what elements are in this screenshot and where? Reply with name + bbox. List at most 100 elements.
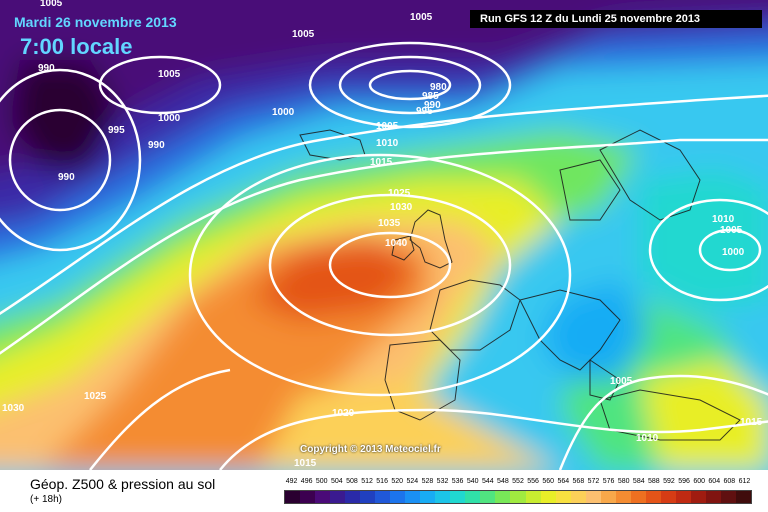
isobar-label: 1005 bbox=[292, 29, 315, 40]
color-scale-cell bbox=[450, 491, 466, 503]
isobar-label: 990 bbox=[424, 100, 441, 111]
isobar-label: 1005 bbox=[410, 12, 433, 23]
map-title: Géop. Z500 & pression au sol bbox=[30, 476, 216, 492]
isobar-label: 1030 bbox=[2, 403, 25, 414]
isobar-label: 990 bbox=[38, 63, 55, 74]
isobar-label: 985 bbox=[422, 91, 439, 102]
color-scale-cell bbox=[285, 491, 301, 503]
isobar-labels: 1005 1005 1005 990 1005 1000 995 990 990… bbox=[2, 0, 763, 469]
color-scale-bar bbox=[284, 490, 752, 504]
color-scale-label: 576 bbox=[602, 478, 615, 485]
color-scale-cell bbox=[615, 491, 631, 503]
color-scale-label: 516 bbox=[376, 478, 388, 485]
color-scale-label: 496 bbox=[300, 478, 313, 485]
isobar-label: 1025 bbox=[84, 391, 107, 402]
color-scale-label: 528 bbox=[421, 478, 434, 485]
color-scale-cell bbox=[390, 491, 406, 503]
color-scale-cell bbox=[375, 491, 391, 503]
isobar-label: 1010 bbox=[636, 433, 659, 444]
color-scale-cell bbox=[645, 491, 661, 503]
color-scale-cell bbox=[570, 491, 586, 503]
color-scale-cell bbox=[405, 491, 421, 503]
color-scale-label: 556 bbox=[527, 478, 539, 485]
isobar-label: 1005 bbox=[376, 121, 399, 132]
isobar-label: 995 bbox=[416, 106, 433, 117]
isobar-label: 1000 bbox=[158, 113, 181, 124]
isobar-label: 1005 bbox=[40, 0, 63, 9]
color-scale-label: 592 bbox=[663, 478, 675, 485]
color-scale-cell bbox=[660, 491, 676, 503]
color-scale-label: 500 bbox=[315, 478, 328, 485]
color-scale-label: 600 bbox=[693, 478, 705, 485]
isobar-label: 1000 bbox=[722, 247, 745, 258]
color-scale-cell bbox=[420, 491, 436, 503]
color-scale-cell bbox=[510, 491, 526, 503]
color-scale-cell bbox=[690, 491, 706, 503]
color-scale-label: 548 bbox=[497, 478, 509, 485]
color-scale-label: 544 bbox=[481, 478, 494, 485]
color-scale-cell bbox=[735, 491, 751, 503]
isobars bbox=[0, 41, 768, 470]
isobar-label: 990 bbox=[58, 172, 75, 183]
isobar-label: 980 bbox=[430, 82, 447, 93]
color-scale-cell bbox=[630, 491, 646, 503]
color-scale-label: 512 bbox=[361, 478, 373, 485]
color-scale-label: 524 bbox=[406, 478, 419, 485]
isobar-label: 1005 bbox=[720, 225, 743, 236]
isobar-label: 1005 bbox=[158, 69, 181, 80]
color-scale-label: 504 bbox=[330, 478, 343, 485]
isobar-label: 1030 bbox=[390, 202, 413, 213]
color-scale-label: 584 bbox=[632, 478, 645, 485]
color-scale-cell bbox=[720, 491, 736, 503]
copyright-text: Copyright © 2013 Meteociel.fr bbox=[300, 444, 441, 455]
color-scale-label: 492 bbox=[285, 478, 298, 485]
color-scale-cell bbox=[675, 491, 691, 503]
color-scale-cell bbox=[300, 491, 316, 503]
color-scale-cell bbox=[585, 491, 601, 503]
isobar-label: 1010 bbox=[376, 138, 399, 149]
color-scale-label: 532 bbox=[436, 478, 449, 485]
color-scale-cell bbox=[330, 491, 346, 503]
color-scale-cell bbox=[480, 491, 496, 503]
color-scale-cell bbox=[600, 491, 616, 503]
model-run-label: Run GFS 12 Z du Lundi 25 novembre 2013 bbox=[470, 10, 762, 28]
color-scale-cell bbox=[555, 491, 571, 503]
color-scale-labels: 492 496 500 504 508 512 516 520 524 528 532 536 540 5… bbox=[284, 478, 752, 490]
isobar-label: 1010 bbox=[712, 214, 735, 225]
color-scale-cell bbox=[705, 491, 721, 503]
isobar-label: 995 bbox=[108, 125, 125, 136]
color-scale-label: 580 bbox=[617, 478, 630, 485]
color-scale-label: 596 bbox=[678, 478, 690, 485]
color-scale-cell bbox=[525, 491, 541, 503]
isobar-label: 990 bbox=[148, 140, 165, 151]
isobar-label: 1015 bbox=[370, 157, 393, 168]
geopotential-pressure-map: 1005 1005 1005 990 1005 1000 995 990 990… bbox=[0, 0, 768, 470]
color-scale-cell bbox=[315, 491, 331, 503]
isobar-label: 1005 bbox=[610, 376, 633, 387]
color-scale-label: 572 bbox=[587, 478, 600, 485]
forecast-time: 7:00 locale bbox=[20, 34, 133, 59]
forecast-lead-time: (+ 18h) bbox=[30, 494, 62, 505]
isobar-label: 1000 bbox=[272, 107, 295, 118]
isobar-label: 1020 bbox=[332, 408, 355, 419]
color-scale-label: 508 bbox=[346, 478, 358, 485]
color-scale-label: 612 bbox=[738, 478, 751, 485]
color-scale-label: 588 bbox=[648, 478, 660, 485]
color-scale-cell bbox=[495, 491, 511, 503]
color-scale-cell bbox=[360, 491, 376, 503]
isobar-label: 1040 bbox=[385, 238, 408, 249]
color-scale-label: 520 bbox=[391, 478, 404, 485]
color-scale-cell bbox=[540, 491, 556, 503]
isobar-label: 1035 bbox=[378, 218, 401, 229]
color-scale-label: 552 bbox=[512, 478, 524, 485]
color-scale-label: 604 bbox=[708, 478, 721, 485]
color-scale-label: 564 bbox=[557, 478, 570, 485]
color-scale-cell bbox=[465, 491, 481, 503]
isobar-label: 1015 bbox=[740, 417, 763, 428]
color-scale-label: 536 bbox=[451, 478, 464, 485]
color-scale-label: 540 bbox=[466, 478, 479, 485]
isobar-label: 1025 bbox=[388, 188, 411, 199]
color-scale-label: 560 bbox=[542, 478, 555, 485]
forecast-date: Mardi 26 novembre 2013 bbox=[14, 14, 177, 30]
